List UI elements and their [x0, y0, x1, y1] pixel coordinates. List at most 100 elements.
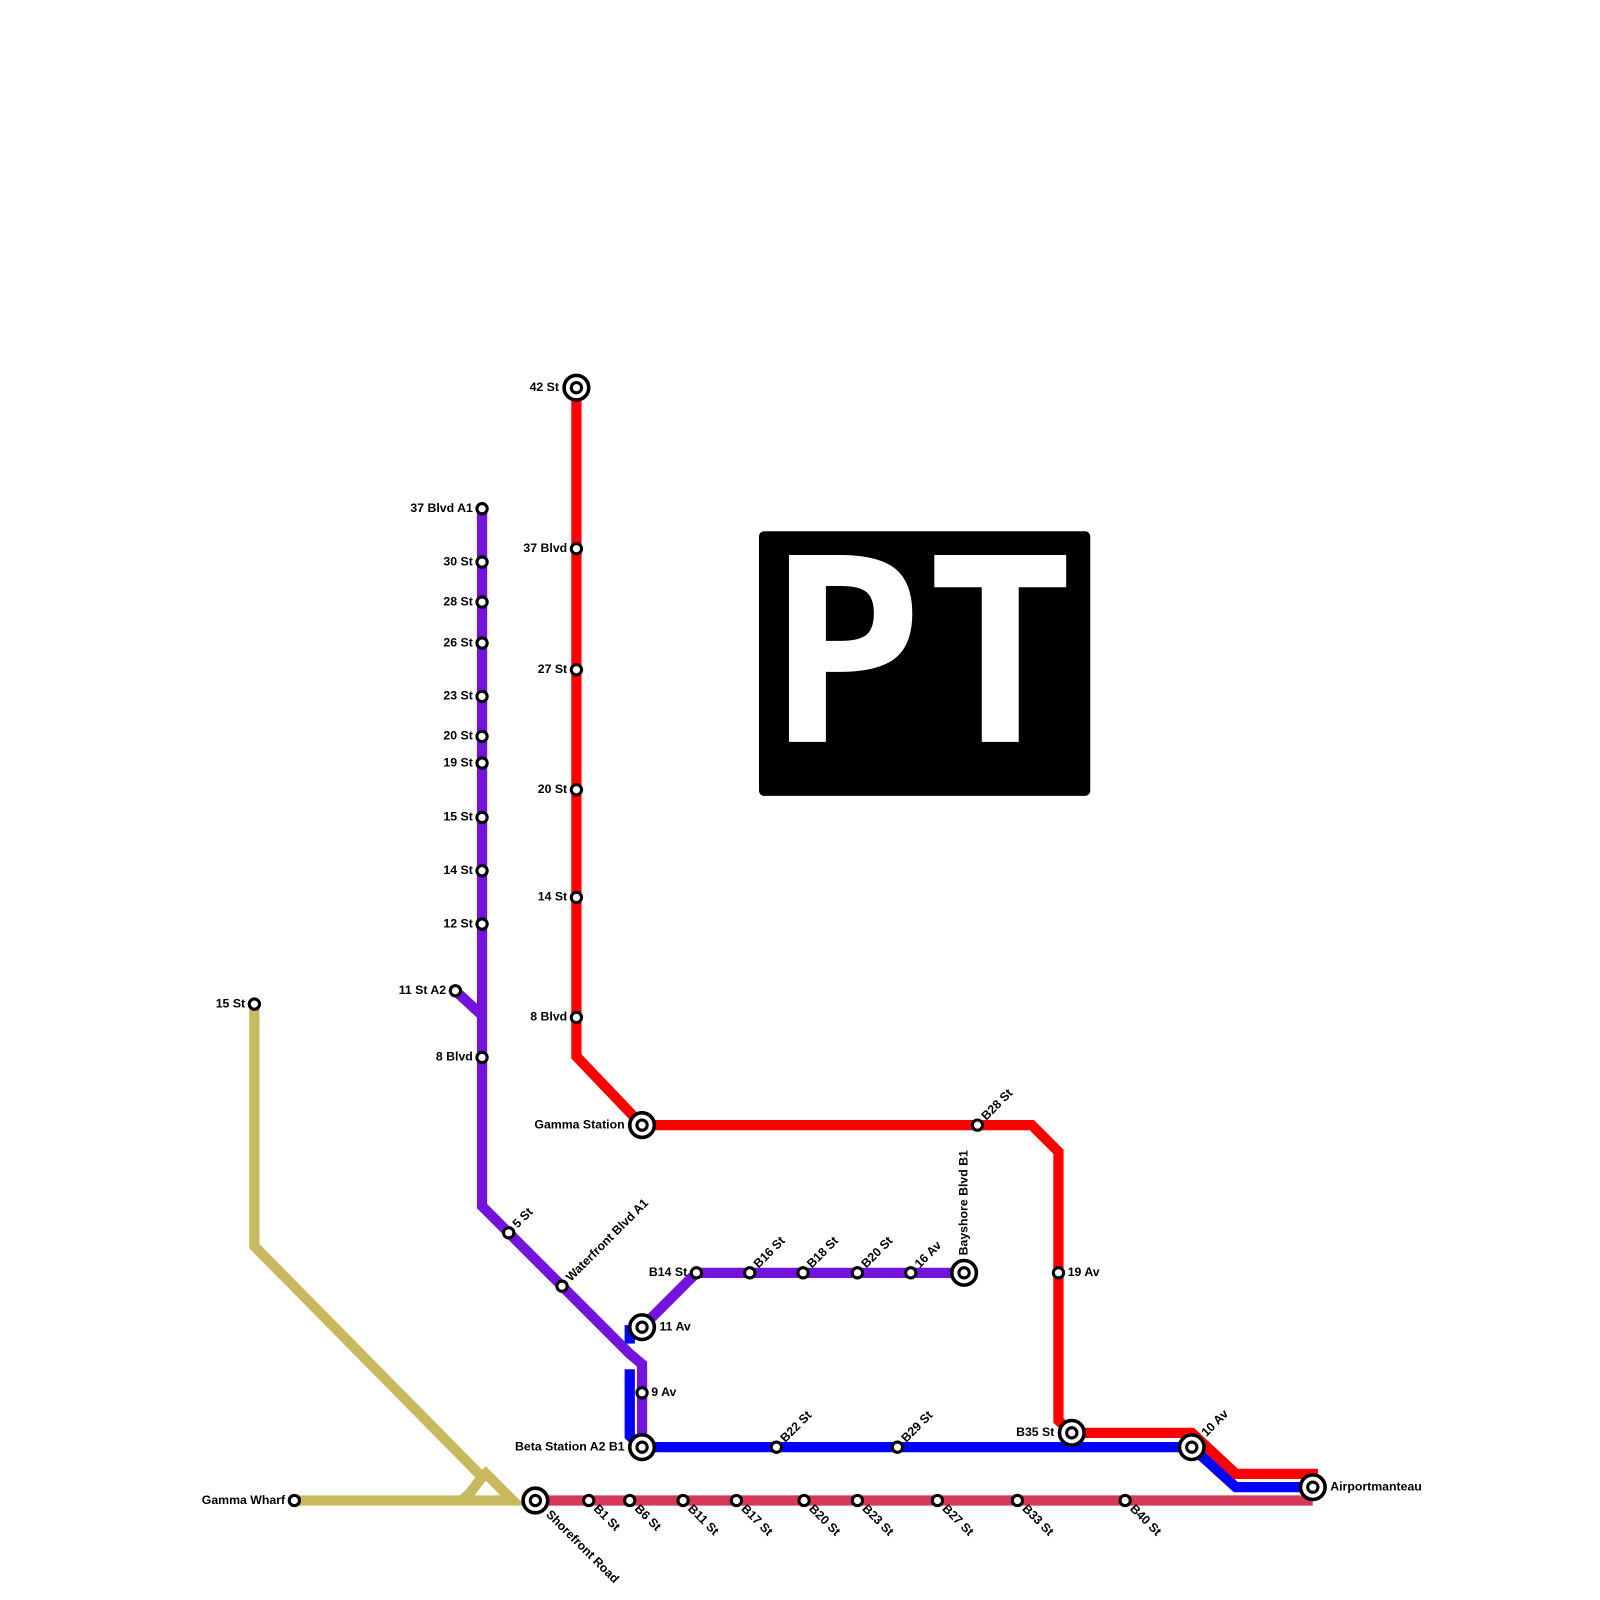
station-label: 23 St	[443, 689, 472, 703]
station-dot	[287, 1493, 302, 1508]
station-label: Airportmanteau	[1330, 1479, 1422, 1493]
station: 19 Av	[1051, 1265, 1100, 1280]
station-label: B40 St	[1127, 1502, 1164, 1539]
station-dot	[970, 1118, 985, 1132]
station: 28 St	[443, 594, 489, 609]
gold-line	[294, 1466, 526, 1506]
station-label: B29 St	[898, 1408, 935, 1445]
station-dot	[475, 502, 489, 516]
station: B35 St	[1016, 1418, 1086, 1447]
station: 23 St	[443, 689, 489, 704]
station: 20 St	[443, 729, 489, 744]
station-dot	[448, 984, 463, 998]
station-label: 28 St	[443, 594, 472, 608]
station-dot	[475, 864, 489, 878]
station-label: 37 Blvd A1	[410, 501, 473, 515]
station-dot	[475, 555, 489, 569]
station-dot	[569, 890, 584, 905]
station: 9 Av	[635, 1385, 677, 1400]
station-dot	[689, 1266, 704, 1280]
station-dot	[930, 1493, 945, 1508]
station-label: Beta Station A2 B1	[515, 1439, 625, 1453]
station-label: 10 Av	[1199, 1407, 1232, 1440]
station-dot	[850, 1266, 865, 1280]
station-label: 5 St	[510, 1205, 536, 1231]
station-dot	[475, 689, 489, 704]
station-label: 11 Av	[659, 1319, 690, 1333]
station: 8 Blvd	[530, 1010, 584, 1025]
station-label: 11 St A2	[399, 983, 447, 997]
station-label: B28 St	[978, 1086, 1015, 1123]
logo-box	[758, 531, 1091, 796]
station-label: B18 St	[804, 1234, 841, 1271]
station-label: 19 Av	[1068, 1265, 1100, 1279]
station-label: B11 St	[685, 1502, 721, 1538]
station-dot	[635, 1386, 649, 1400]
station: 11 St A2	[399, 983, 463, 998]
station: B14 St	[649, 1265, 704, 1280]
station-label: B20 St	[858, 1234, 895, 1271]
station-dot	[676, 1493, 690, 1508]
station-dot	[475, 756, 489, 770]
station: 8 Blvd	[436, 1050, 489, 1065]
interchange-core	[1306, 1480, 1320, 1494]
station: 14 St	[538, 890, 584, 905]
station-label: B17 St	[739, 1502, 776, 1539]
station-label: 8 Blvd	[436, 1050, 473, 1064]
station-dot	[769, 1440, 784, 1454]
station-label: B6 St	[632, 1502, 664, 1534]
station: Waterfront Blvd A1	[555, 1196, 651, 1293]
station-dot	[555, 1279, 569, 1293]
station-dot	[247, 997, 262, 1011]
station-label: 37 Blvd	[523, 541, 567, 555]
station-label: B14 St	[649, 1265, 687, 1279]
station-label: B23 St	[860, 1502, 897, 1539]
station: 37 Blvd	[523, 541, 584, 556]
station: 20 St	[538, 782, 584, 797]
station: 30 St	[443, 554, 489, 569]
station-label: B35 St	[1016, 1425, 1054, 1439]
station-label: B1 St	[591, 1502, 623, 1534]
station-label: B27 St	[940, 1502, 977, 1539]
station: 42 St	[530, 373, 591, 402]
station-dot	[1118, 1493, 1132, 1508]
station-dot	[850, 1493, 865, 1508]
station-dot	[729, 1493, 744, 1508]
station-dot	[569, 783, 584, 797]
station-dot	[890, 1440, 905, 1454]
red-line	[571, 387, 1318, 1488]
station-label: 42 St	[530, 380, 559, 394]
station: 19 St	[443, 755, 489, 770]
station-dot	[582, 1493, 596, 1508]
station: Airportmanteau	[1298, 1473, 1422, 1502]
station-dot	[569, 542, 584, 556]
blue-line	[624, 1369, 1313, 1493]
station-label: 20 St	[538, 782, 567, 796]
interchange-core	[528, 1493, 543, 1508]
station: Gamma Station	[534, 1111, 657, 1140]
station-label: 16 Av	[912, 1238, 945, 1271]
station: 11 Av	[627, 1313, 691, 1342]
logo-text: PT	[769, 505, 1078, 803]
station-dot	[796, 1266, 810, 1280]
interchange-core	[635, 1118, 649, 1132]
station-label: 14 St	[538, 890, 567, 904]
station-label: 14 St	[443, 863, 472, 877]
gold-line	[249, 1004, 489, 1505]
purple-line	[476, 508, 648, 1448]
interchange-core	[635, 1440, 649, 1454]
interchange-core	[635, 1320, 649, 1334]
station-dot	[475, 917, 489, 931]
station-dot	[475, 729, 489, 744]
station-dot	[1051, 1266, 1066, 1280]
station: 26 St	[443, 635, 489, 650]
station-dot	[475, 810, 489, 825]
station: 15 St	[216, 996, 262, 1011]
station: 12 St	[443, 916, 489, 931]
interchange-core	[957, 1266, 971, 1280]
station-dot	[797, 1493, 811, 1508]
interchange-core	[1065, 1426, 1079, 1440]
station-label: Bayshore Blvd B1	[956, 1150, 970, 1255]
station: Bayshore Blvd B1	[949, 1150, 979, 1287]
